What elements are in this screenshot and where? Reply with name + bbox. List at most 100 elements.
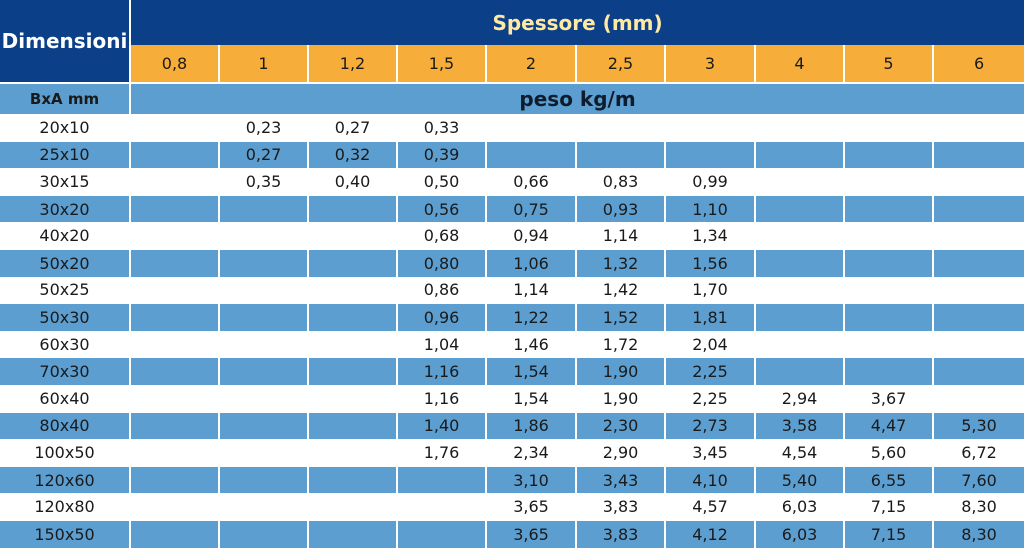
weight-cell: 0,27 [307,114,397,142]
thickness-header-cell: 2 [485,45,576,83]
title-row: Dimensioni Spessore (mm) [0,0,1024,84]
weight-cell: 0,80 [396,248,486,277]
weight-cell: 4,47 [843,411,933,440]
weight-cell [129,222,219,250]
weight-cell: 0,68 [396,222,486,250]
weight-cell [307,194,397,223]
weight-cell [843,222,933,250]
weight-cell [218,493,308,521]
weight-cell [575,114,665,142]
table-row: 80x40 1,40 1,86 2,30 2,73 3,58 4,47 5,30 [0,411,1024,440]
weight-cell [754,140,844,169]
weight-cell [129,276,219,304]
weight-cell [218,276,308,304]
weight-cell [664,114,755,142]
weight-cell [931,248,1024,277]
weight-cell [931,140,1024,169]
weight-cell: 6,72 [931,439,1024,467]
weight-cell: 0,75 [485,194,576,223]
weight-cell: 8,30 [931,519,1024,548]
table-row: 30x20 0,56 0,75 0,93 1,10 [0,194,1024,223]
size-cell: 80x40 [0,411,130,440]
weight-cell: 5,40 [754,465,844,494]
weight-cell [218,222,308,250]
weight-cell [129,439,219,467]
weight-cell [218,194,308,223]
weight-cell [664,140,755,169]
weight-cell [218,357,308,385]
weight-cell: 7,60 [931,465,1024,494]
weight-cell: 1,56 [664,248,755,277]
weight-cell: 4,10 [664,465,755,494]
weight-cell: 3,83 [575,493,665,521]
weight-cell: 0,93 [575,194,665,223]
size-unit-label: BxA mm [0,82,131,114]
weight-cell [307,384,397,413]
thickness-header-cell: 2,5 [575,45,665,83]
weight-cell [129,384,219,413]
weight-cell: 1,14 [575,222,665,250]
weight-cell [931,330,1024,358]
weight-cell: 1,90 [575,384,665,413]
weight-cell [129,357,219,385]
weight-cell: 1,10 [664,194,755,223]
size-cell: 40x20 [0,222,130,250]
weight-cell: 1,16 [396,384,486,413]
weight-cell: 3,67 [843,384,933,413]
table-row: 25x10 0,27 0,32 0,39 [0,140,1024,169]
weight-cell [575,140,665,169]
weight-cell [754,222,844,250]
weight-cell: 8,30 [931,493,1024,521]
weight-cell: 2,90 [575,439,665,467]
size-cell: 150x50 [0,519,130,548]
weight-cell [843,194,933,223]
table-row: 20x10 0,23 0,27 0,33 [0,114,1024,142]
weight-cell: 3,65 [485,519,576,548]
weight-cell [843,303,933,331]
weight-cell [129,194,219,223]
weight-cell: 1,04 [396,330,486,358]
weight-cell: 1,34 [664,222,755,250]
weight-cell [931,222,1024,250]
weight-cell [307,439,397,467]
weight-cell: 6,03 [754,493,844,521]
size-cell: 100x50 [0,439,130,467]
weight-cell [931,114,1024,142]
weight-cell: 1,54 [485,357,576,385]
weight-cell: 2,25 [664,384,755,413]
weight-cell: 1,76 [396,439,486,467]
weight-cell: 2,94 [754,384,844,413]
weight-cell [129,519,219,548]
weight-cell: 4,57 [664,493,755,521]
weight-cell [843,168,933,196]
size-cell: 50x25 [0,276,130,304]
weight-cell: 0,40 [307,168,397,196]
weight-cell: 4,54 [754,439,844,467]
thickness-header-cell: 1,2 [307,45,397,83]
weight-cell: 0,56 [396,194,486,223]
weight-cell [843,248,933,277]
weight-cell [218,465,308,494]
weight-cell [129,114,219,142]
weight-cell [129,303,219,331]
weight-cell: 2,04 [664,330,755,358]
weight-cell [931,303,1024,331]
table-row: 120x60 3,10 3,43 4,10 5,40 6,55 7,60 [0,465,1024,494]
weight-cell [754,330,844,358]
weight-cell: 2,30 [575,411,665,440]
thickness-header-cell: 3 [664,45,755,83]
weight-unit-label: peso kg/m [130,82,1024,114]
weight-cell [396,519,486,548]
weight-cell: 0,83 [575,168,665,196]
weight-cell [129,465,219,494]
weight-cell [931,276,1024,304]
weight-cell: 1,06 [485,248,576,277]
weight-cell: 1,16 [396,357,486,385]
thickness-header-cell: 5 [843,45,933,83]
weight-cell [218,411,308,440]
thickness-header-cell: 6 [931,45,1024,83]
weight-cell: 0,27 [218,140,308,169]
weight-cell [754,276,844,304]
weight-cell: 0,50 [396,168,486,196]
